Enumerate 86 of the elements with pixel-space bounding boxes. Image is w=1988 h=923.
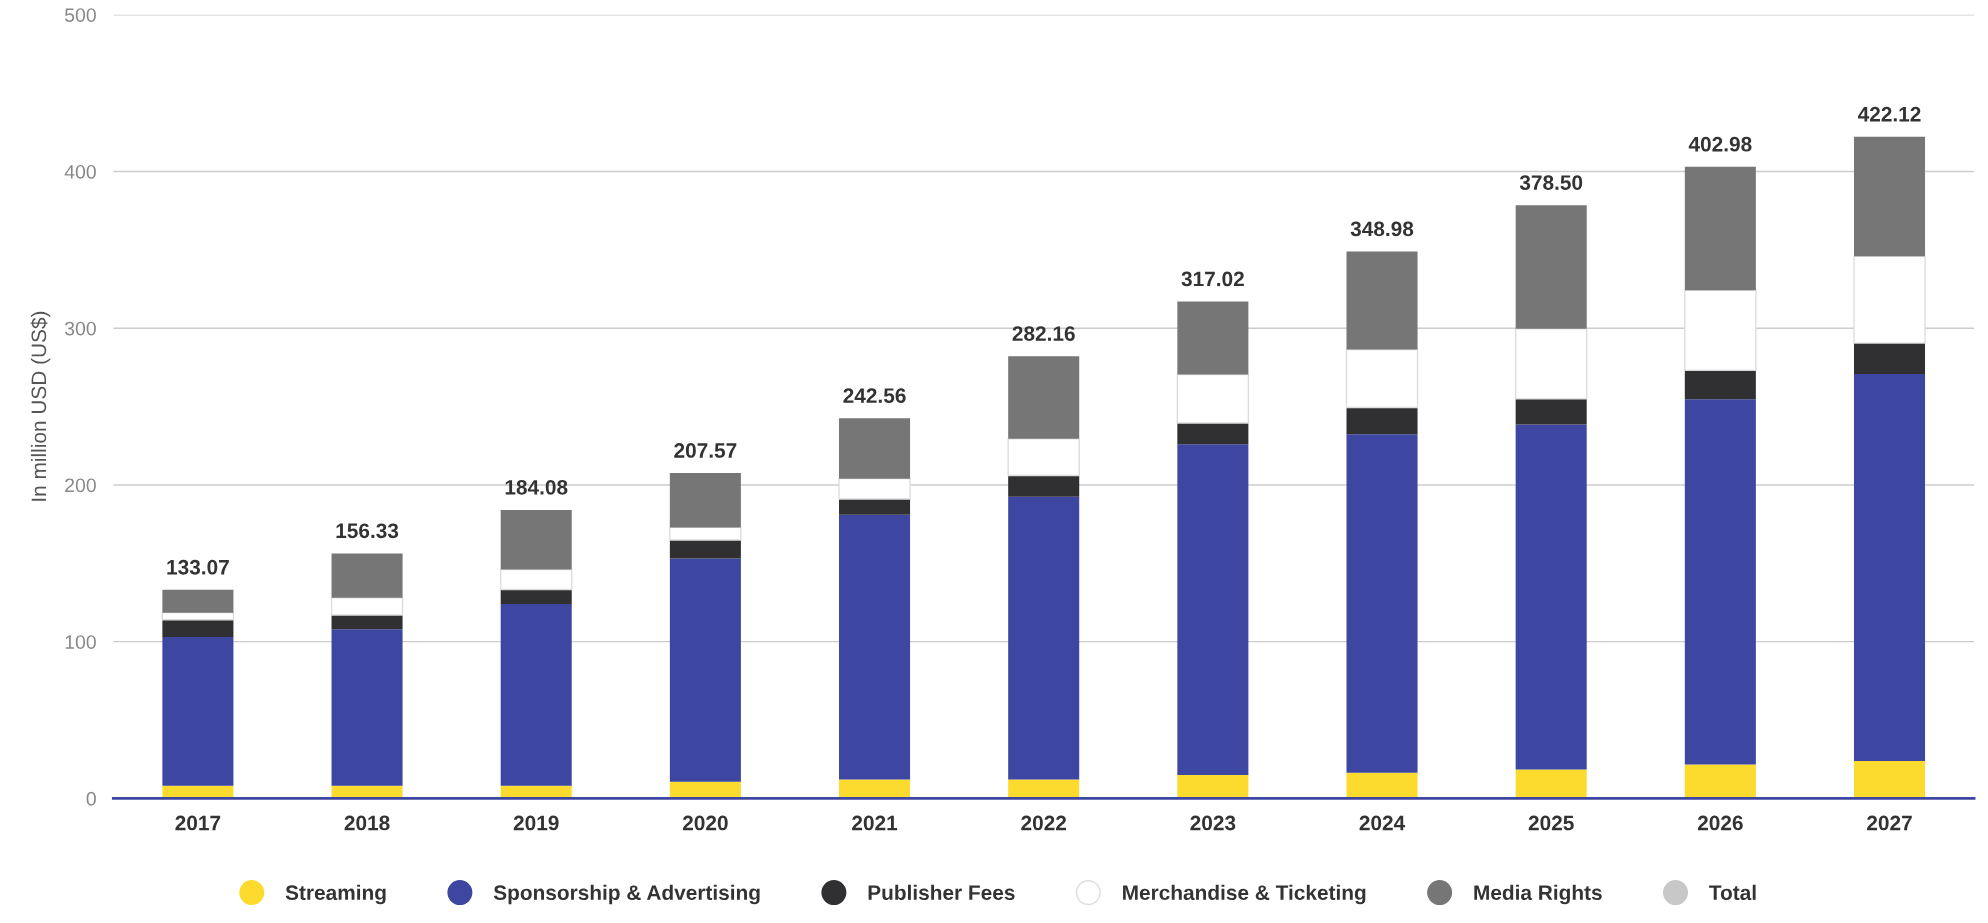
- legend-label: Publisher Fees: [868, 884, 1015, 901]
- bar: [839, 514, 911, 780]
- x-tick-label: 2022: [1021, 815, 1067, 831]
- bar: [1008, 779, 1080, 799]
- x-tick-label: 2018: [344, 815, 390, 831]
- bar: [1345, 348, 1419, 409]
- bar: [1853, 136, 1926, 257]
- x-tick-label: 2025: [1528, 815, 1574, 831]
- x-tick-label: 2026: [1697, 815, 1743, 831]
- bar: [499, 568, 573, 591]
- bar: [1515, 398, 1587, 425]
- bar: [1515, 205, 1587, 329]
- bar: [839, 499, 911, 515]
- total-label: 402.98: [1688, 136, 1752, 152]
- bar: [839, 418, 911, 479]
- bar: [1515, 769, 1587, 799]
- total-label: 378.50: [1519, 175, 1583, 190]
- y-tick-label: 300: [64, 321, 96, 336]
- bar: [669, 781, 741, 799]
- bar: [838, 477, 911, 500]
- bar: [669, 558, 741, 782]
- bar: [331, 553, 403, 598]
- total-label: 317.02: [1181, 271, 1244, 287]
- bar: [1515, 424, 1587, 770]
- bar: [500, 509, 572, 570]
- bar: [1346, 772, 1418, 799]
- total-label: 184.08: [505, 479, 568, 495]
- x-tick-label: 2020: [682, 815, 728, 831]
- bar: [162, 636, 234, 786]
- bar: [1514, 328, 1588, 400]
- bar: [1853, 373, 1926, 762]
- y-tick-label: 0: [86, 791, 96, 806]
- bar: [1853, 255, 1926, 344]
- legend-label: Sponsorship & Advertising: [493, 884, 760, 905]
- x-tick-label: 2024: [1359, 815, 1406, 831]
- bar: [669, 526, 742, 541]
- bar: [1853, 343, 1926, 374]
- bar: [1346, 251, 1418, 350]
- bar: [1176, 373, 1250, 424]
- bar: [839, 779, 911, 799]
- legend-label: Streaming: [285, 884, 386, 905]
- legend-label: Total: [1709, 884, 1756, 901]
- y-axis-title: In million USD (US$): [30, 311, 51, 501]
- bar: [1007, 438, 1080, 477]
- x-tick-label: 2021: [852, 815, 898, 831]
- bar: [330, 597, 404, 616]
- bar: [162, 589, 234, 613]
- bar: [1177, 301, 1249, 375]
- bar: [1684, 166, 1756, 291]
- bar: [669, 539, 741, 559]
- bar: [1684, 289, 1757, 371]
- bar: [1853, 761, 1926, 799]
- x-tick-label: 2023: [1190, 815, 1236, 831]
- total-label: 422.12: [1857, 106, 1921, 122]
- x-tick-label: 2017: [175, 815, 221, 831]
- y-tick-label: 500: [64, 8, 96, 22]
- bar: [1684, 399, 1756, 765]
- bar: [1177, 774, 1249, 799]
- bar: [1684, 764, 1756, 799]
- bar: [1008, 475, 1080, 497]
- y-tick-label: 200: [65, 478, 96, 493]
- bar: [1177, 444, 1249, 775]
- total-label: 133.07: [167, 559, 229, 575]
- bar: [500, 589, 572, 605]
- total-label: 348.98: [1350, 221, 1414, 237]
- bar: [1177, 423, 1249, 445]
- bar: [500, 604, 572, 786]
- bar: [1346, 434, 1418, 773]
- bar: [1684, 370, 1756, 400]
- bar: [162, 619, 234, 637]
- bar: [1008, 356, 1080, 439]
- total-label: 156.33: [336, 523, 399, 539]
- total-label: 207.57: [674, 443, 737, 458]
- x-tick-label: 2027: [1867, 815, 1912, 831]
- legend-label: Media Rights: [1474, 884, 1602, 905]
- legend-label: Merchandise & Ticketing: [1123, 884, 1366, 905]
- bar: [331, 615, 403, 630]
- total-label: 282.16: [1012, 326, 1075, 341]
- total-label: 242.56: [843, 388, 906, 404]
- bar: [1008, 496, 1080, 780]
- y-tick-label: 100: [65, 635, 96, 649]
- bar: [331, 629, 403, 786]
- x-tick-label: 2019: [513, 815, 559, 831]
- bar: [669, 473, 741, 528]
- y-tick-label: 400: [64, 164, 96, 179]
- bar: [1346, 407, 1418, 435]
